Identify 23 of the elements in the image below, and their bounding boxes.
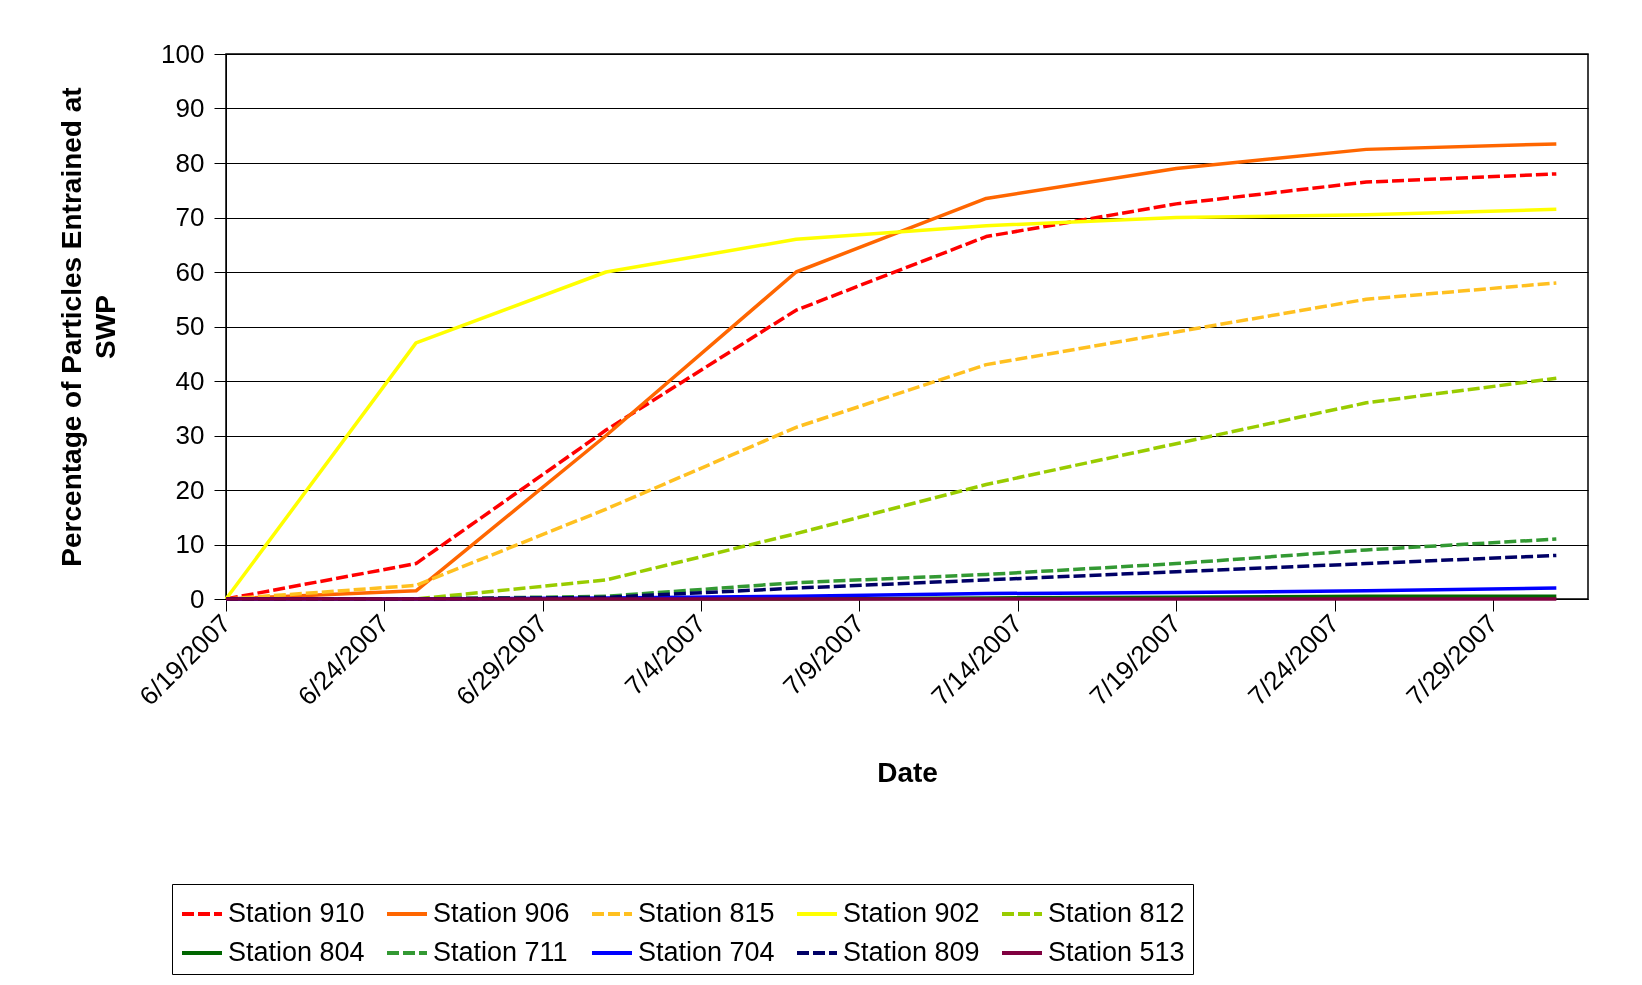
- y-tick-label: 0: [190, 583, 205, 614]
- legend-label: Station 704: [638, 937, 775, 967]
- legend-label: Station 815: [638, 898, 775, 928]
- legend-label: Station 910: [228, 898, 365, 928]
- y-tick-label: 100: [161, 38, 205, 69]
- legend-label: Station 812: [1048, 898, 1185, 928]
- legend-label: Station 711: [433, 937, 568, 967]
- legend-label: Station 809: [843, 937, 980, 967]
- y-tick-label: 80: [175, 147, 205, 178]
- y-tick-label: 10: [175, 529, 205, 559]
- legend-label: Station 513: [1048, 937, 1185, 967]
- legend-label: Station 804: [228, 937, 365, 967]
- y-tick-label: 60: [175, 256, 205, 287]
- y-tick-label: 90: [175, 93, 205, 123]
- y-axis-title: Percentage of Particles Entrained at SWP: [56, 87, 122, 567]
- y-tick-label: 20: [175, 474, 205, 505]
- y-tick-label: 50: [175, 311, 205, 341]
- legend-label: Station 906: [433, 898, 570, 928]
- y-tick-label: 30: [175, 420, 205, 450]
- y-tick-label: 40: [175, 365, 205, 396]
- legend-label: Station 902: [843, 898, 980, 928]
- y-tick-label: 70: [175, 202, 205, 232]
- x-axis-title: Date: [877, 757, 938, 789]
